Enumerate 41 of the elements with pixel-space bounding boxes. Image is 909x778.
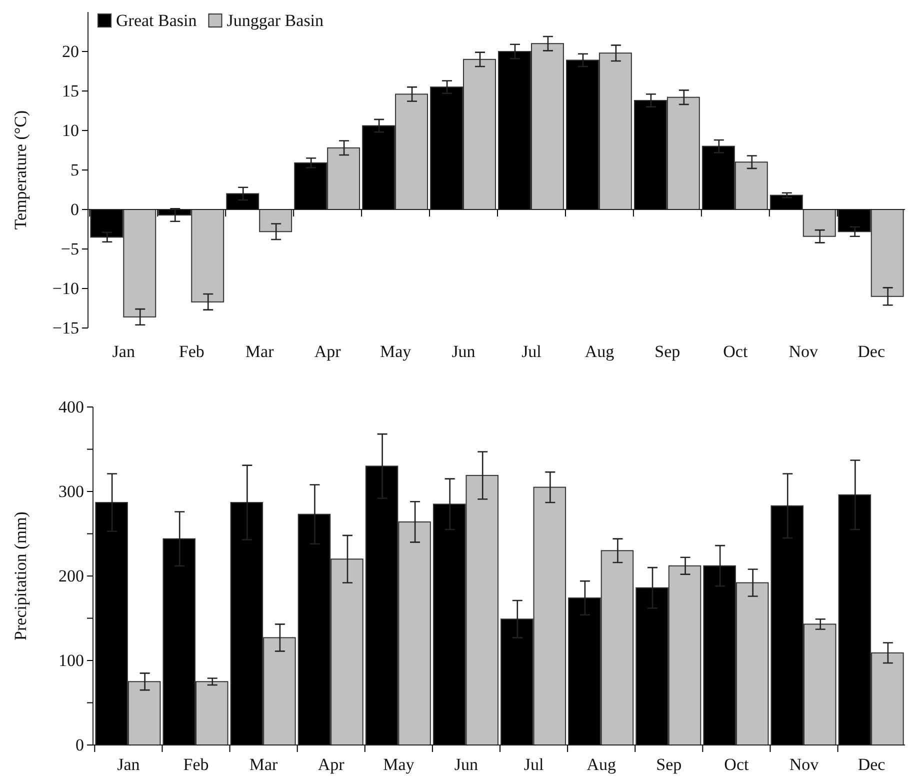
y-tick-label: 200 <box>58 566 84 586</box>
x-tick-label: Oct <box>723 342 748 361</box>
x-tick-label: Dec <box>858 755 886 774</box>
y-tick-label: 20 <box>62 42 79 61</box>
y-axis-title: Temperature (°C) <box>11 110 30 230</box>
x-tick-label: Jan <box>117 755 140 774</box>
x-tick-label: Nov <box>789 755 820 774</box>
y-axis-title: Precipitation (mm) <box>11 512 30 640</box>
x-tick-label: Feb <box>183 755 209 774</box>
y-tick-label: 300 <box>58 482 84 501</box>
y-tick-label: 0 <box>76 735 84 754</box>
x-tick-label: May <box>383 755 415 774</box>
x-tick-label: Aug <box>586 755 616 774</box>
x-tick-label: Jan <box>112 342 136 361</box>
y-tick-label: 10 <box>62 120 79 140</box>
legend-label: Junggar Basin <box>226 11 324 30</box>
x-tick-label: Oct <box>724 755 749 774</box>
x-tick-label: Apr <box>314 342 342 361</box>
x-tick-label: Jun <box>452 342 476 361</box>
x-tick-label: May <box>380 342 412 361</box>
x-tick-label: Mar <box>249 755 278 774</box>
x-tick-label: Aug <box>584 342 615 361</box>
y-tick-label: 5 <box>70 160 79 180</box>
y-tick-label: 400 <box>58 397 84 416</box>
x-tick-label: Jul <box>524 755 544 774</box>
y-tick-label: 15 <box>62 81 79 100</box>
x-tick-label: Feb <box>178 342 204 361</box>
x-tick-label: Sep <box>654 342 680 361</box>
x-tick-label: Apr <box>318 755 345 774</box>
x-tick-label: Sep <box>656 755 682 774</box>
x-tick-label: Mar <box>245 342 274 361</box>
x-tick-label: Nov <box>788 342 819 361</box>
y-tick-label: −15 <box>52 318 79 338</box>
x-tick-label: Dec <box>858 342 886 361</box>
y-tick-label: −10 <box>52 278 79 298</box>
legend-label: Great Basin <box>116 11 198 30</box>
x-tick-label: Jun <box>454 755 479 774</box>
x-tick-label: Jul <box>522 342 542 361</box>
y-tick-label: 0 <box>70 200 79 219</box>
y-tick-label: 100 <box>58 650 84 670</box>
y-tick-label: −5 <box>60 239 79 258</box>
